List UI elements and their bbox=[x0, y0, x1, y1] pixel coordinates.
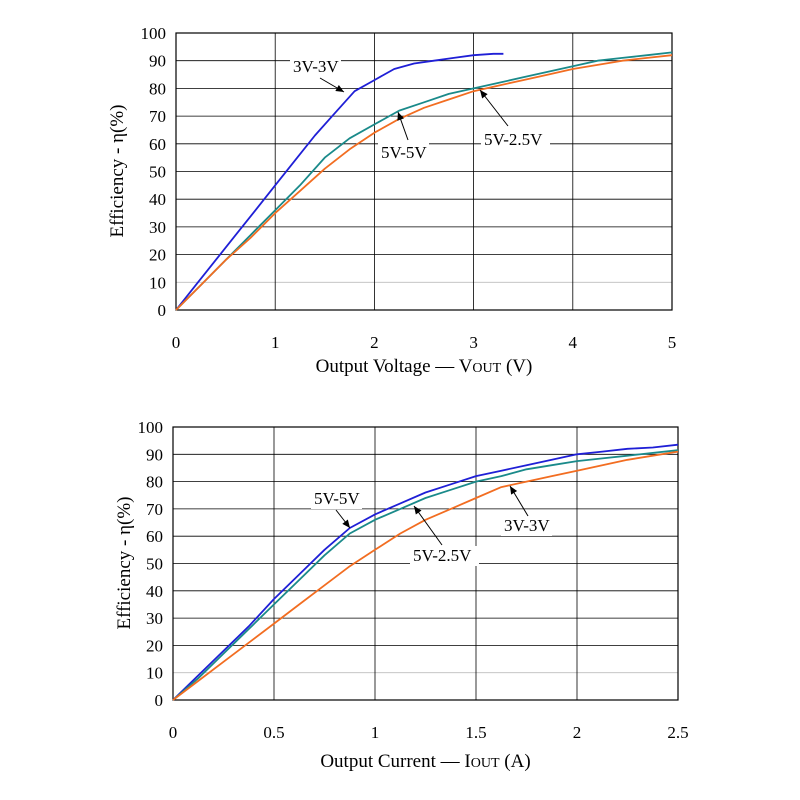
y-tick-label-70: 70 bbox=[146, 500, 163, 519]
annotation-arrowhead bbox=[335, 84, 344, 92]
x-tick-label-3: 3 bbox=[469, 333, 478, 352]
x-tick-label-0.5: 0.5 bbox=[263, 723, 284, 742]
y-tick-label-10: 10 bbox=[149, 273, 166, 292]
annotation-label: 5V-2.5V bbox=[413, 546, 472, 565]
gridlines bbox=[176, 33, 672, 310]
annotation-3v-3v: 3V-3V bbox=[290, 57, 345, 93]
y-tick-label-60: 60 bbox=[146, 527, 163, 546]
x-axis-title: Output Current — IOUT (A) bbox=[320, 751, 530, 772]
y-axis-title: Efficiency - η(%) bbox=[114, 496, 135, 629]
annotation-label-bg bbox=[481, 130, 550, 150]
y-tick-label-70: 70 bbox=[149, 107, 166, 126]
x-tick-label-1: 1 bbox=[371, 723, 380, 742]
x-tick-label-1.5: 1.5 bbox=[465, 723, 486, 742]
annotation-5v-2_5v: 5V-2.5V bbox=[479, 89, 550, 150]
y-axis-title: Efficiency - η(%) bbox=[107, 104, 128, 237]
x-tick-label-2: 2 bbox=[370, 333, 379, 352]
annotation-label-bg bbox=[311, 489, 362, 509]
annotation-label: 5V-5V bbox=[314, 489, 360, 508]
y-tick-label-20: 20 bbox=[146, 636, 163, 655]
y-tick-label-100: 100 bbox=[138, 418, 164, 437]
annotation-arrowhead bbox=[480, 90, 488, 99]
x-tick-label-0: 0 bbox=[169, 723, 178, 742]
x-tick-label-2: 2 bbox=[573, 723, 582, 742]
y-tick-label-30: 30 bbox=[146, 609, 163, 628]
y-tick-label-90: 90 bbox=[146, 445, 163, 464]
annotation-5v-5v: 5V-5V bbox=[378, 111, 429, 163]
y-tick-label-50: 50 bbox=[146, 555, 163, 574]
y-tick-label-30: 30 bbox=[149, 218, 166, 237]
annotation-leader bbox=[413, 505, 443, 546]
y-tick-label-80: 80 bbox=[149, 79, 166, 98]
y-tick-label-0: 0 bbox=[155, 691, 164, 710]
annotation-arrowhead bbox=[510, 486, 518, 495]
annotation-5v-5v: 5V-5V bbox=[311, 489, 362, 529]
annotation-label: 3V-3V bbox=[293, 57, 339, 76]
x-tick-label-2.5: 2.5 bbox=[667, 723, 688, 742]
annotation-arrowhead bbox=[414, 506, 422, 515]
series-line-5v-2_5v bbox=[175, 54, 673, 311]
annotation-label: 5V-5V bbox=[381, 143, 427, 162]
series-line-5v-2_5v bbox=[172, 449, 679, 701]
annotation-arrowhead bbox=[397, 112, 404, 121]
annotation-arrowhead bbox=[342, 519, 350, 528]
y-tick-label-50: 50 bbox=[149, 163, 166, 182]
x-tick-label-0: 0 bbox=[172, 333, 181, 352]
x-tick-label-4: 4 bbox=[569, 333, 578, 352]
series-line-5v-5v bbox=[172, 443, 679, 701]
series-line-3v-3v bbox=[172, 450, 679, 701]
annotation-5v-2_5v: 5V-2.5V bbox=[410, 505, 479, 566]
x-tick-label-1: 1 bbox=[271, 333, 280, 352]
annotation-label-bg bbox=[501, 516, 552, 536]
annotation-3v-3v: 3V-3V bbox=[501, 485, 552, 536]
plot-frame bbox=[175, 32, 673, 311]
x-axis-title: Output Voltage — VOUT (V) bbox=[316, 356, 533, 377]
y-tick-label-40: 40 bbox=[146, 582, 163, 601]
y-tick-label-10: 10 bbox=[146, 664, 163, 683]
y-tick-label-0: 0 bbox=[158, 301, 167, 320]
y-tick-label-90: 90 bbox=[149, 52, 166, 71]
annotation-label-bg bbox=[290, 57, 341, 77]
y-tick-label-20: 20 bbox=[149, 246, 166, 265]
efficiency-vs-output-current-chart: 0 10 20 30 40 50 60 70 80 90 100 0 0.5 1 1.5 2 2.5 5V-5V 5… bbox=[114, 418, 689, 772]
y-tick-label-60: 60 bbox=[149, 135, 166, 154]
annotation-label: 3V-3V bbox=[504, 516, 550, 535]
series-line-5v-5v bbox=[175, 51, 673, 311]
y-tick-label-80: 80 bbox=[146, 473, 163, 492]
annotation-label-bg bbox=[410, 546, 479, 566]
y-tick-label-100: 100 bbox=[141, 24, 167, 43]
x-tick-label-5: 5 bbox=[668, 333, 677, 352]
series-line-3v-3v bbox=[175, 52, 504, 311]
annotation-label-bg bbox=[378, 143, 429, 163]
annotation-label: 5V-2.5V bbox=[484, 130, 543, 149]
y-tick-label-40: 40 bbox=[149, 190, 166, 209]
plot-frame bbox=[172, 426, 679, 701]
efficiency-vs-output-voltage-chart: 0 10 20 30 40 50 60 70 80 90 100 0 1 2 3 4 5 3V-3V 5V-5V 5V… bbox=[107, 24, 677, 377]
